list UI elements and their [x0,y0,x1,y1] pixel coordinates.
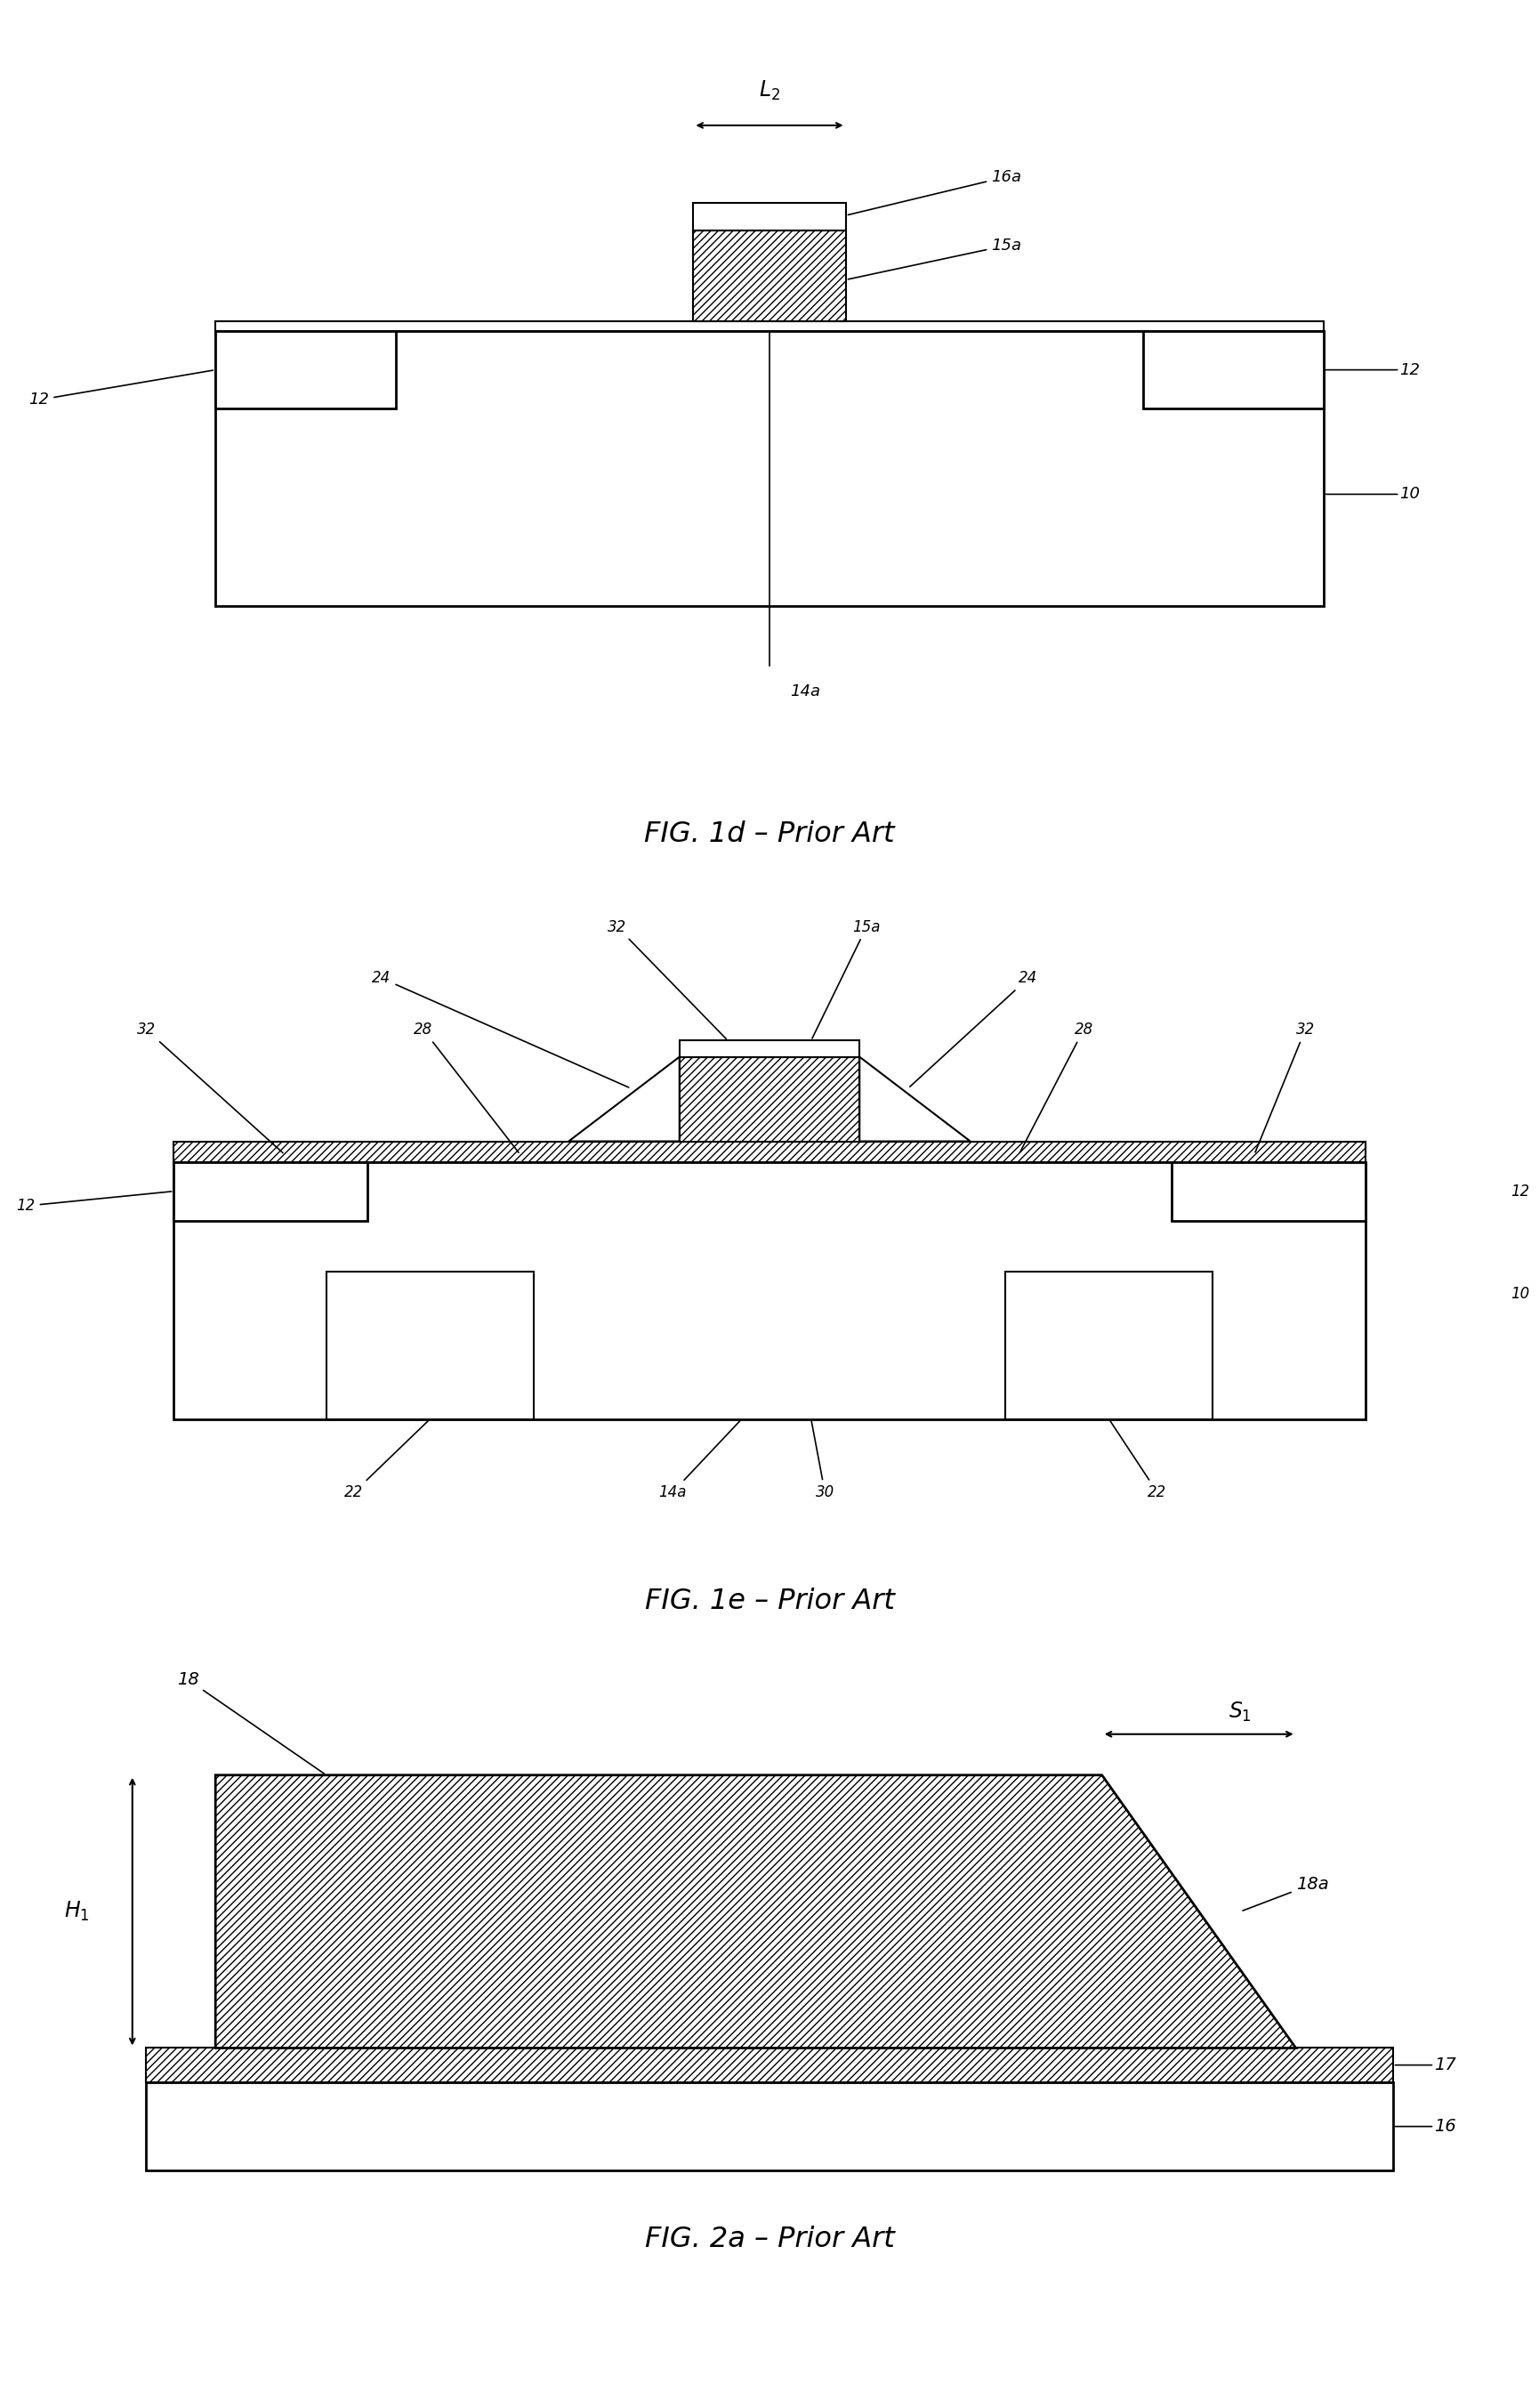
Text: 18: 18 [177,1671,325,1775]
Text: 32: 32 [608,920,726,1038]
Text: 17: 17 [1434,2056,1456,2073]
Text: 18a: 18a [1242,1876,1328,1910]
Bar [694,202,846,231]
Text: 12: 12 [1400,361,1420,378]
Text: 16a: 16a [848,169,1022,214]
Polygon shape [215,1775,1296,2047]
Bar [215,320,1324,332]
Text: 12: 12 [1511,1182,1530,1199]
Polygon shape [860,1057,971,1141]
Text: 16: 16 [1434,2119,1456,2136]
Text: 28: 28 [1020,1021,1093,1153]
Bar [174,1163,1365,1418]
Bar [174,1163,368,1221]
Text: $H_1$: $H_1$ [65,1900,89,1924]
Bar [1143,332,1324,409]
Text: FIG. 1e – Prior Art: FIG. 1e – Prior Art [645,1587,894,1616]
Bar [215,332,396,409]
Text: 15a: 15a [813,920,880,1038]
Text: 14a: 14a [791,684,820,701]
Text: 24: 24 [910,970,1037,1086]
Bar [680,1040,860,1057]
Text: FIG. 2a – Prior Art: FIG. 2a – Prior Art [645,2225,894,2254]
Bar [215,332,1324,607]
Text: 14a: 14a [659,1421,740,1500]
Text: 15a: 15a [848,238,1022,279]
Text: 10: 10 [1511,1286,1530,1303]
Polygon shape [146,2083,1393,2172]
Bar [694,231,846,320]
Polygon shape [146,2047,1393,2083]
Bar [1005,1271,1213,1418]
Bar [680,1057,860,1141]
Bar [1171,1163,1365,1221]
Text: FIG. 1d – Prior Art: FIG. 1d – Prior Art [645,821,894,848]
Text: 12: 12 [17,1192,171,1214]
Text: $L_2$: $L_2$ [759,79,780,104]
Text: 32: 32 [1256,1021,1314,1151]
Text: 12: 12 [29,371,212,407]
Bar [174,1141,1365,1163]
Text: 30: 30 [811,1421,834,1500]
Text: 28: 28 [414,1021,519,1153]
Text: 22: 22 [345,1421,428,1500]
Text: 10: 10 [1400,486,1420,503]
Text: $S_1$: $S_1$ [1230,1700,1251,1724]
Polygon shape [569,1057,680,1141]
Text: 22: 22 [1110,1421,1167,1500]
Bar [326,1271,534,1418]
Text: 24: 24 [372,970,629,1088]
Text: 32: 32 [137,1021,283,1153]
